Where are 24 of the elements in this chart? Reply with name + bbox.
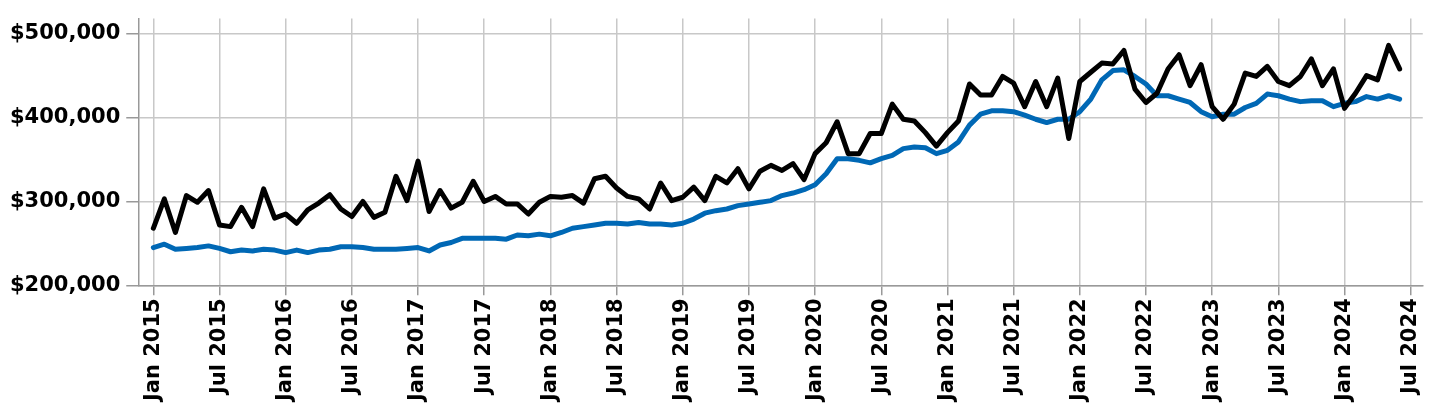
y-tick-label: $500,000 — [9, 20, 121, 45]
x-tick-label: Jul 2018 — [603, 298, 628, 397]
x-tick-label: Jul 2015 — [205, 298, 230, 397]
x-tick-label: Jul 2020 — [867, 298, 892, 397]
x-tick-label: Jul 2022 — [1132, 298, 1157, 397]
x-tick-label: Jan 2021 — [933, 298, 958, 404]
y-tick-label: $400,000 — [9, 104, 121, 129]
x-tick-label: Jan 2015 — [139, 298, 164, 404]
x-tick-label: Jan 2022 — [1066, 298, 1091, 404]
x-tick-label: Jul 2017 — [470, 298, 495, 397]
x-tick-label: Jan 2020 — [801, 298, 826, 404]
x-tick-label: Jan 2019 — [669, 298, 694, 404]
x-tick-label: Jul 2019 — [735, 298, 760, 397]
x-tick-label: Jan 2017 — [404, 298, 429, 404]
x-tick-label: Jan 2024 — [1330, 298, 1355, 404]
x-tick-label: Jul 2024 — [1397, 298, 1422, 397]
x-tick-label: Jan 2023 — [1198, 298, 1223, 404]
y-tick-label: $200,000 — [9, 271, 121, 296]
x-tick-label: Jul 2023 — [1264, 298, 1289, 397]
x-tick-label: Jan 2018 — [536, 298, 561, 404]
x-tick-label: Jul 2021 — [1000, 298, 1025, 397]
x-tick-label: Jul 2016 — [338, 298, 363, 397]
y-tick-label: $300,000 — [9, 187, 121, 212]
x-tick-label: Jan 2016 — [272, 298, 297, 404]
